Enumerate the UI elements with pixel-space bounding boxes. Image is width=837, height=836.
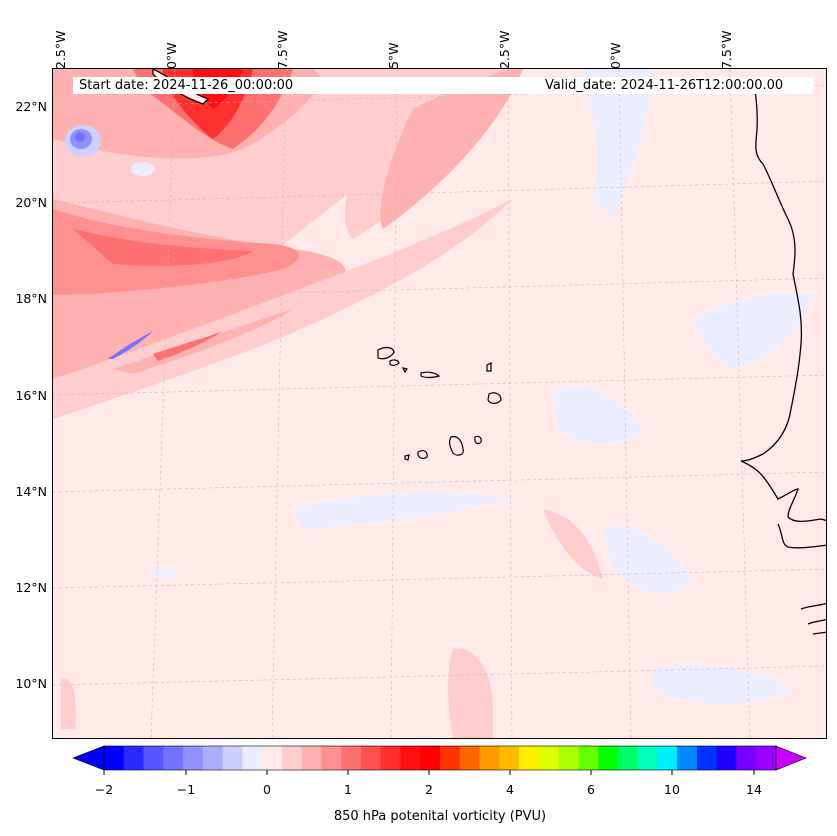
colorbar-cell <box>242 746 263 770</box>
colorbar-cell <box>479 746 500 770</box>
start-date-text: Start date: 2024-11-26_00:00:00 <box>79 78 294 93</box>
colorbar-cell <box>360 746 381 770</box>
colorbar-tick-label: 1 <box>344 782 352 797</box>
colorbar-cell <box>617 746 638 770</box>
colorbar-outline <box>103 745 777 771</box>
colorbar-cell <box>341 746 362 770</box>
map-canvas <box>53 69 826 738</box>
latitude-label: 14°N <box>15 484 47 499</box>
colorbar-cell <box>657 746 678 770</box>
colorbar-cell <box>380 746 401 770</box>
colorbar-cell <box>420 746 441 770</box>
coastline <box>740 78 826 635</box>
colorbar-cell <box>222 746 243 770</box>
colorbar-cell <box>459 746 480 770</box>
colorbar-tick-label: 4 <box>506 782 514 797</box>
colorbar-cell <box>104 746 125 770</box>
colorbar-cell <box>558 746 579 770</box>
colorbar-cell <box>202 746 223 770</box>
colorbar-over-arrow <box>775 745 807 771</box>
colorbar-cell <box>281 746 302 770</box>
colorbar-cell <box>637 746 658 770</box>
valid-date-box: Valid_date: 2024-11-26T12:00:00.00 <box>540 77 813 94</box>
colorbar <box>72 745 807 775</box>
colorbar-cells <box>104 746 777 770</box>
start-date-box: Start date: 2024-11-26_00:00:00 <box>73 77 554 94</box>
latitude-label: 22°N <box>15 99 47 114</box>
colorbar-cell <box>301 746 322 770</box>
colorbar-tick-label: 0 <box>263 782 271 797</box>
colorbar-under-arrow <box>72 745 105 771</box>
colorbar-cell <box>123 746 144 770</box>
colorbar-tick-label: 6 <box>587 782 595 797</box>
colorbar-cell <box>321 746 342 770</box>
colorbar-tick-label: 14 <box>746 782 762 797</box>
pv-negative-patches <box>65 69 813 704</box>
colorbar-cell <box>183 746 204 770</box>
colorbar-cell <box>736 746 757 770</box>
colorbar-cell <box>538 746 559 770</box>
colorbar-tick-label: −2 <box>94 782 114 797</box>
latitude-label: 20°N <box>15 195 47 210</box>
valid-date-text: Valid_date: 2024-11-26T12:00:00.00 <box>545 78 784 93</box>
graticule <box>53 69 826 738</box>
latitude-label: 18°N <box>15 291 47 306</box>
latitude-label: 10°N <box>15 676 47 691</box>
colorbar-cell <box>262 746 283 770</box>
colorbar-cell <box>578 746 599 770</box>
colorbar-cell <box>519 746 540 770</box>
map-panel <box>52 68 827 739</box>
colorbar-cell <box>499 746 520 770</box>
latitude-label: 12°N <box>15 580 47 595</box>
colorbar-cell <box>400 746 421 770</box>
colorbar-cell <box>756 746 777 770</box>
colorbar-tick-label: 2 <box>425 782 433 797</box>
latitude-label: 16°N <box>15 388 47 403</box>
pv-minor-patches <box>61 509 603 738</box>
colorbar-cell <box>677 746 698 770</box>
colorbar-cell <box>440 746 461 770</box>
colorbar-cell <box>163 746 184 770</box>
colorbar-tick-label: 10 <box>664 782 680 797</box>
colorbar-label: 850 hPa potenital vorticity (PVU) <box>333 809 547 824</box>
colorbar-cell <box>598 746 619 770</box>
colorbar-cell <box>716 746 737 770</box>
colorbar-ticks <box>103 770 755 775</box>
colorbar-cell <box>696 746 717 770</box>
colorbar-cell <box>143 746 164 770</box>
colorbar-tick-label: −1 <box>176 782 196 797</box>
